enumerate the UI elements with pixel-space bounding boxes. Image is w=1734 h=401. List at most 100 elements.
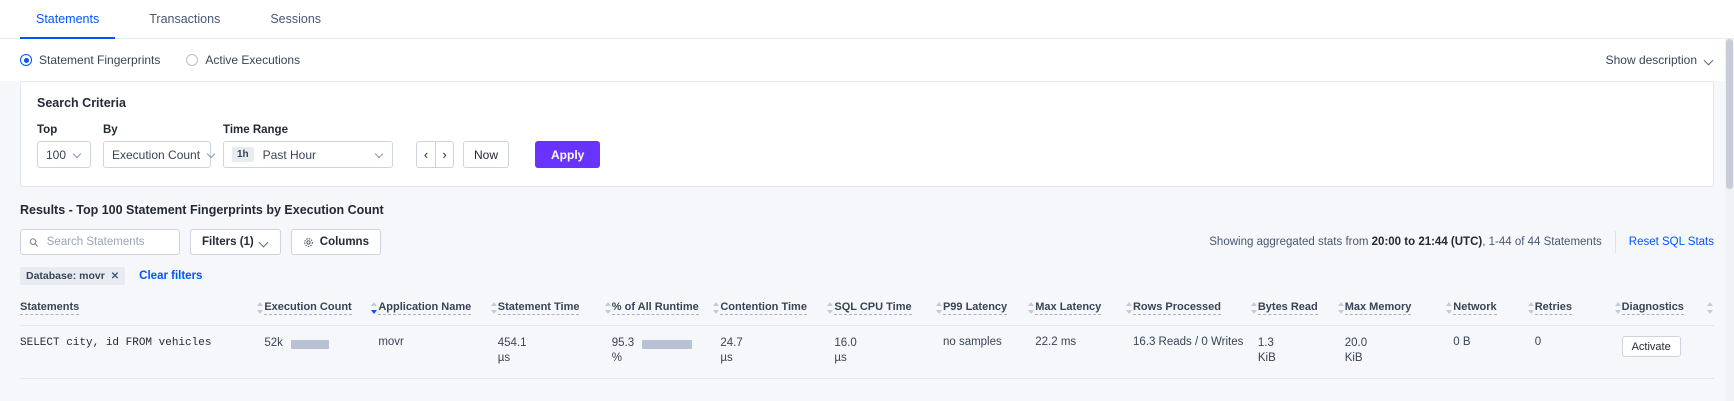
column-header-bytes-read[interactable]: Bytes Read (1257, 301, 1345, 326)
time-nav-buttons: ‹ › (416, 141, 454, 168)
column-header-pct-all-runtime[interactable]: % of All Runtime (611, 301, 721, 326)
sort-icon[interactable] (1337, 302, 1345, 314)
sort-icon[interactable] (371, 302, 378, 314)
radio-active-executions-label: Active Executions (205, 53, 301, 67)
top-select[interactable]: 100 (37, 141, 91, 168)
column-header-p99-latency[interactable]: P99 Latency (942, 301, 1036, 326)
sort-icon[interactable] (257, 302, 264, 314)
cell-application-name: movr (378, 325, 498, 379)
sort-icon[interactable] (490, 302, 498, 314)
search-input[interactable] (44, 235, 171, 249)
sort-icon[interactable] (1028, 302, 1035, 314)
tab-transactions[interactable]: Transactions (133, 0, 236, 38)
cell-statement-time: 454.1 µs (497, 325, 612, 379)
column-header-application-name[interactable]: Application Name (378, 301, 498, 326)
sql-cpu-time-value: 16.0 µs (834, 337, 857, 364)
chevron-down-icon (208, 151, 216, 159)
column-header-statement-time[interactable]: Statement Time (497, 301, 612, 326)
sort-icon[interactable] (713, 302, 720, 314)
chevron-right-icon: › (442, 147, 447, 162)
column-header-label: Statements (20, 301, 80, 315)
column-header-label: Statement Time (497, 301, 580, 315)
by-value: Execution Count (112, 147, 201, 162)
statement-link[interactable]: SELECT city, id FROM vehicles (20, 337, 212, 349)
sort-icon[interactable] (1125, 302, 1133, 314)
filter-chip-label: Database: movr (26, 270, 105, 282)
column-header-retries[interactable]: Retries (1534, 301, 1622, 326)
cell-p99-latency: no samples (942, 325, 1036, 379)
stats-suffix: , 1-44 of 44 Statements (1482, 236, 1602, 248)
chevron-down-icon (1705, 56, 1714, 65)
column-header-label: Max Memory (1344, 301, 1412, 315)
filter-chip-database[interactable]: Database: movr ✕ (20, 267, 126, 285)
cell-diagnostics: Activate (1621, 325, 1714, 379)
filters-button[interactable]: Filters (1) (190, 229, 281, 255)
column-header-rows-processed[interactable]: Rows Processed (1132, 301, 1258, 326)
by-select[interactable]: Execution Count (103, 141, 211, 168)
column-header-label: Max Latency (1035, 301, 1102, 315)
p99-latency-value: no samples (942, 336, 1002, 348)
table-header-row: Statements Execution Count Application N… (20, 301, 1714, 326)
max-memory-value: 20.0 KiB (1344, 337, 1368, 364)
tab-sessions[interactable]: Sessions (254, 0, 337, 38)
reset-sql-stats-link[interactable]: Reset SQL Stats (1628, 236, 1714, 248)
column-header-statements[interactable]: Statements (20, 301, 265, 326)
cell-network: 0 B (1453, 325, 1535, 379)
now-button[interactable]: Now (463, 141, 510, 168)
apply-button[interactable]: Apply (535, 141, 601, 168)
column-header-label: P99 Latency (942, 301, 1008, 315)
columns-button-label: Columns (319, 236, 369, 248)
page-scrollbar[interactable] (1725, 39, 1734, 401)
clear-filters-link[interactable]: Clear filters (139, 270, 203, 282)
next-time-button[interactable]: › (435, 141, 454, 168)
column-header-label: Contention Time (720, 301, 807, 315)
column-header-diagnostics[interactable]: Diagnostics (1621, 301, 1714, 326)
sort-icon[interactable] (1250, 302, 1258, 314)
column-header-sql-cpu-time[interactable]: SQL CPU Time (834, 301, 943, 326)
top-label: Top (37, 124, 58, 136)
search-criteria-fields: Top 100 By Execution Count Time Range 1h (37, 124, 1697, 168)
column-header-label: Diagnostics (1621, 301, 1684, 315)
column-header-network[interactable]: Network (1453, 301, 1535, 326)
search-statements-box[interactable] (20, 229, 180, 255)
cell-bytes-read: 1.3 KiB (1257, 325, 1345, 379)
results-title: Results - Top 100 Statement Fingerprints… (20, 203, 384, 217)
by-field: By Execution Count (103, 124, 211, 168)
tab-statements[interactable]: Statements (20, 0, 116, 39)
pct-all-runtime-bar (642, 340, 693, 349)
tab-statements-label: Statements (36, 12, 100, 26)
search-criteria-card: Search Criteria Top 100 By Execution Cou… (20, 81, 1714, 187)
sort-icon[interactable] (1446, 302, 1453, 314)
radio-statement-fingerprints[interactable]: Statement Fingerprints (20, 53, 160, 67)
show-description-toggle[interactable]: Show description (1606, 53, 1714, 67)
cell-sql-cpu-time: 16.0 µs (834, 325, 943, 379)
sort-icon[interactable] (1527, 302, 1535, 314)
stats-prefix: Showing aggregated stats from (1209, 236, 1369, 248)
column-header-max-memory[interactable]: Max Memory (1344, 301, 1454, 326)
activate-diagnostics-button[interactable]: Activate (1621, 336, 1681, 357)
columns-button[interactable]: Columns (290, 229, 381, 255)
divider (1614, 231, 1616, 253)
close-icon[interactable]: ✕ (110, 270, 120, 282)
radio-active-executions[interactable]: Active Executions (186, 53, 300, 67)
column-header-contention-time[interactable]: Contention Time (720, 301, 835, 326)
column-header-label: % of All Runtime (611, 301, 699, 315)
radio-selected-icon (20, 54, 32, 66)
column-header-execution-count[interactable]: Execution Count (264, 301, 379, 326)
sort-icon[interactable] (827, 302, 834, 314)
scrollbar-thumb[interactable] (1726, 39, 1733, 189)
previous-time-button[interactable]: ‹ (416, 141, 435, 168)
sort-icon[interactable] (604, 302, 612, 314)
chevron-down-icon (74, 151, 82, 159)
sort-icon[interactable] (1614, 302, 1622, 314)
top-value: 100 (46, 147, 67, 162)
time-range-select[interactable]: 1h Past Hour (223, 141, 393, 168)
column-header-label: Retries (1534, 301, 1573, 315)
column-header-max-latency[interactable]: Max Latency (1035, 301, 1133, 326)
sort-icon[interactable] (1707, 302, 1714, 314)
max-latency-value: 22.2 ms (1035, 336, 1077, 348)
view-toggle-row: Statement Fingerprints Active Executions… (0, 39, 1734, 81)
tab-sessions-label: Sessions (270, 12, 322, 26)
sort-icon[interactable] (935, 302, 943, 314)
table-row[interactable]: SELECT city, id FROM vehicles 52k movr 4… (20, 325, 1714, 379)
